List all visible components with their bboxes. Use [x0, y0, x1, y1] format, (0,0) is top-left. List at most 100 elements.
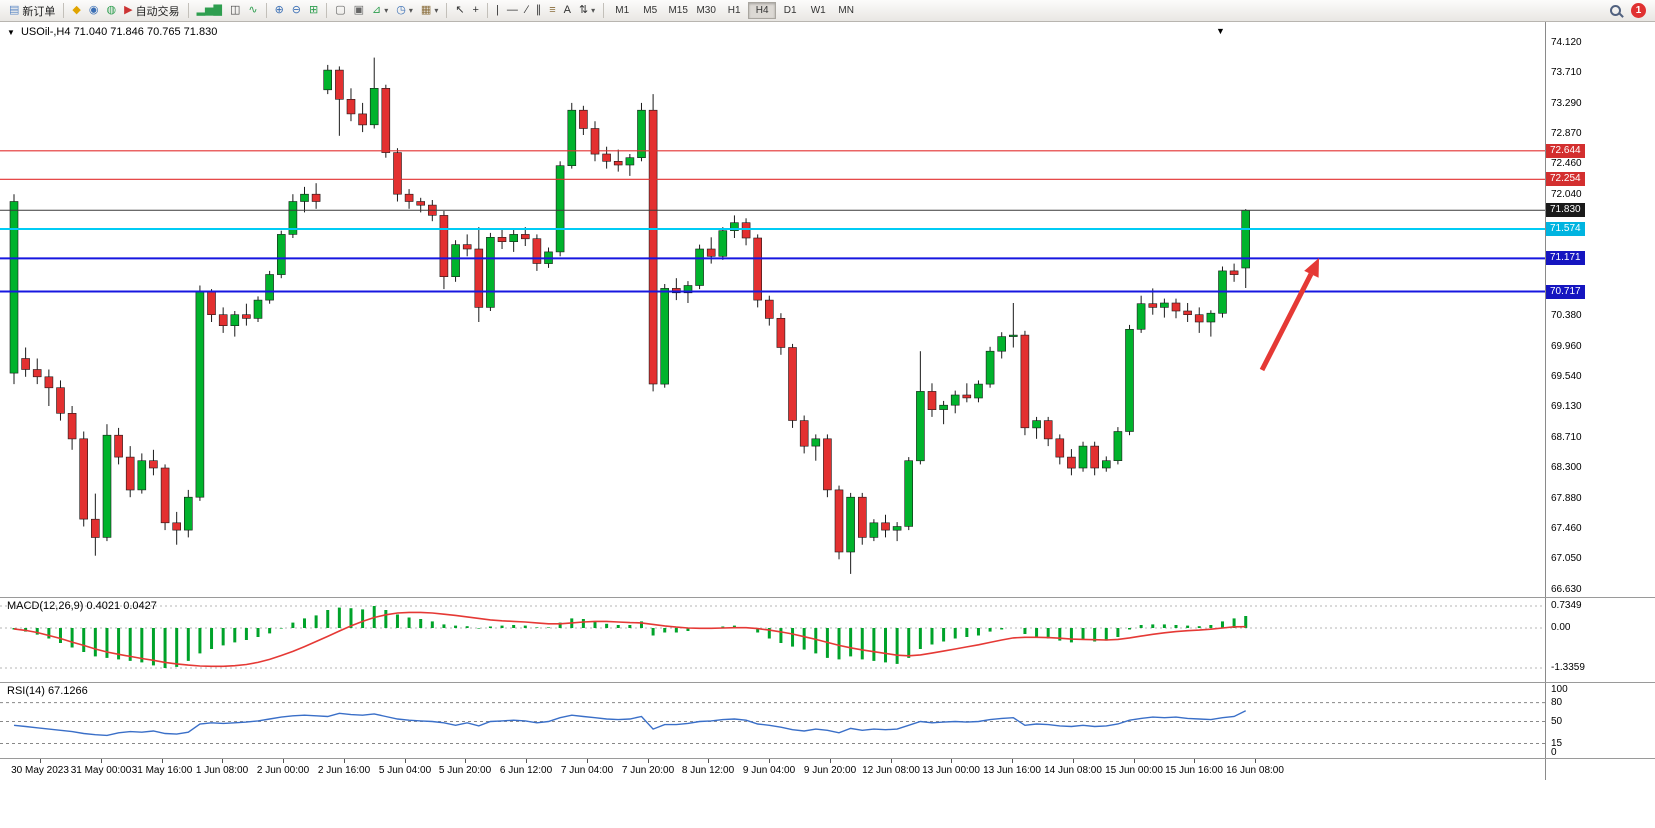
candle — [195, 290, 205, 498]
price-axis-tick: 67.050 — [1551, 553, 1582, 564]
candle — [369, 88, 379, 126]
time-axis-label: 2 Jun 16:00 — [317, 765, 371, 776]
bar-chart-icon[interactable]: ▂▅▇ — [193, 1, 226, 20]
timeframe-w1[interactable]: W1 — [810, 5, 826, 16]
time-axis-label: 13 Jun 00:00 — [922, 765, 980, 776]
cascade-windows-icon[interactable]: ▣ — [350, 1, 368, 20]
trendline-icon[interactable]: ∕ — [522, 1, 532, 20]
timeframe-m30[interactable]: M30 — [696, 5, 716, 16]
candle — [706, 248, 716, 257]
chevron-down-icon[interactable]: ▾ — [384, 6, 389, 15]
candle — [149, 460, 158, 469]
auto-trading-icon: ▶ — [124, 4, 133, 16]
price-axis-tick: 69.540 — [1551, 371, 1582, 382]
timeframe-m15[interactable]: M15 — [668, 5, 688, 16]
templates-button[interactable]: ▦ ▾ — [417, 1, 442, 20]
candlestick-chart-icon: ◫ — [229, 4, 241, 16]
time-axis-tick — [405, 759, 406, 763]
candle — [346, 99, 356, 115]
candle — [869, 522, 879, 538]
price-axis-tick: 67.460 — [1551, 523, 1582, 534]
candle — [32, 369, 42, 378]
rsi-panel[interactable] — [0, 682, 1545, 758]
timeframe-m1[interactable]: M1 — [615, 5, 630, 16]
chart-workspace[interactable]: ▼ USOil-,H4 71.040 71.846 70.765 71.830 … — [0, 22, 1655, 828]
community-icon[interactable]: ◍ — [102, 1, 120, 20]
candle — [974, 383, 983, 399]
time-axis-label: 12 Jun 08:00 — [862, 765, 920, 776]
main-chart[interactable] — [0, 22, 1545, 597]
notification-badge[interactable]: 1 — [1631, 3, 1646, 18]
fibonacci-icon[interactable]: ≡ — [545, 1, 559, 20]
crosshair-icon[interactable]: + — [469, 1, 483, 20]
candle — [288, 201, 298, 235]
tile-windows-icon[interactable]: ▢ — [331, 1, 349, 20]
candle — [311, 193, 321, 202]
candle — [1043, 420, 1053, 440]
auto-trading-button[interactable]: ▶ 自动交易 — [120, 1, 183, 20]
cursor-icon[interactable]: ↖ — [451, 1, 468, 20]
line-chart-icon[interactable]: ∿ — [244, 1, 261, 20]
macd-axis-tick: 0.7349 — [1551, 600, 1582, 611]
account-icon[interactable]: ◉ — [85, 1, 103, 20]
time-axis-tick — [708, 759, 709, 763]
time-axis-label: 9 Jun 20:00 — [803, 765, 857, 776]
rsi-axis-tick: 50 — [1551, 716, 1563, 727]
timeframe-h1[interactable]: H1 — [727, 5, 741, 16]
rsi-line — [13, 710, 1247, 737]
time-axis-label: 31 May 16:00 — [131, 765, 193, 776]
new-order-button[interactable]: ▤ 新订单 — [5, 1, 59, 20]
zoom-in-icon[interactable]: ⊕ — [271, 1, 288, 20]
time-axis-tick — [830, 759, 831, 763]
timeframe-h4[interactable]: H4 — [748, 2, 777, 19]
search-icon[interactable] — [1610, 5, 1621, 16]
candle — [962, 394, 972, 399]
alert-icon[interactable]: ◆ — [68, 1, 84, 20]
rsi-axis-tick: 0 — [1551, 747, 1557, 758]
templates-icon: ▦ — [420, 4, 432, 16]
candle — [1055, 438, 1065, 458]
symbol-marker-icon[interactable]: ▼ — [7, 28, 15, 37]
rsi-splitter[interactable] — [0, 682, 1655, 683]
time-axis-tick — [465, 759, 466, 763]
account-icon: ◉ — [88, 4, 99, 16]
candle — [451, 244, 460, 278]
chevron-down-icon[interactable]: ▾ — [591, 6, 596, 15]
macd-axis-tick: 0.00 — [1551, 622, 1571, 633]
candle — [811, 438, 821, 447]
time-axis-tick — [526, 759, 527, 763]
macd-splitter[interactable] — [0, 597, 1655, 598]
toolbar-separator — [486, 3, 488, 18]
candle — [230, 314, 240, 327]
horizontal-line-icon[interactable]: — — [503, 1, 522, 20]
candle — [788, 347, 797, 421]
text-icon[interactable]: A — [560, 1, 575, 20]
candle — [1148, 303, 1158, 308]
price-axis-tick: 68.300 — [1551, 462, 1582, 473]
candle — [776, 317, 786, 348]
chevron-down-icon[interactable]: ▾ — [408, 6, 413, 15]
price-axis-tick: 72.040 — [1551, 189, 1582, 200]
zoom-out-icon[interactable]: ⊖ — [288, 1, 305, 20]
channel-icon[interactable]: ∥ — [532, 1, 546, 20]
time-axis-tick — [1073, 759, 1074, 763]
candle — [462, 244, 472, 250]
macd-panel[interactable] — [0, 597, 1545, 682]
grid-icon[interactable]: ⊞ — [305, 1, 322, 20]
macd-signal-line — [13, 611, 1246, 668]
scroll-to-end-icon[interactable]: ▼ — [1216, 26, 1225, 36]
periods-button[interactable]: ◷ ▾ — [392, 1, 417, 20]
candle — [1008, 334, 1018, 337]
arrows-icon[interactable]: ⇅ ▾ — [575, 1, 599, 20]
candle — [1160, 302, 1169, 308]
indicators-button[interactable]: ⊿ ▾ — [368, 1, 392, 20]
timeframe-m5[interactable]: M5 — [643, 5, 658, 16]
price-axis-tick: 69.130 — [1551, 401, 1582, 412]
timeframe-d1[interactable]: D1 — [783, 5, 797, 16]
time-axis-tick — [40, 759, 41, 763]
chevron-down-icon[interactable]: ▾ — [434, 6, 439, 15]
timeframe-mn[interactable]: MN — [838, 5, 854, 16]
candle — [276, 234, 286, 275]
vertical-line-icon[interactable]: | — [492, 1, 503, 20]
candlestick-chart-icon[interactable]: ◫ — [226, 1, 244, 20]
